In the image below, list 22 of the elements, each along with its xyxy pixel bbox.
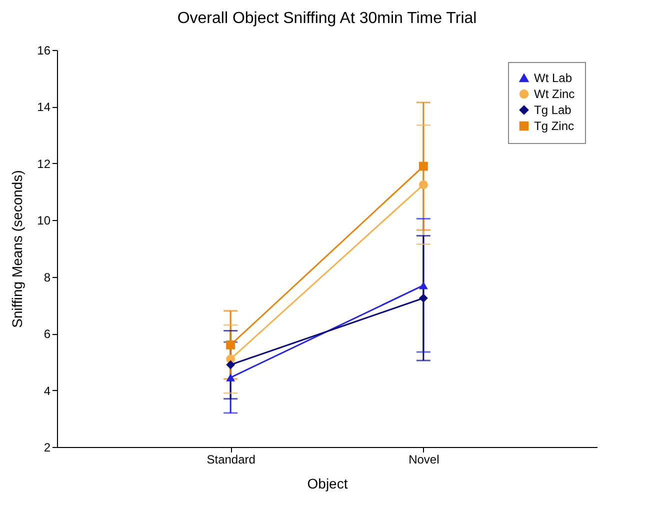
y-tick-label: 14 — [37, 100, 51, 114]
legend-label: Tg Lab — [534, 103, 572, 117]
legend-label: Tg Zinc — [534, 119, 574, 133]
y-tick-label: 8 — [44, 270, 51, 284]
point — [418, 294, 428, 303]
point — [418, 162, 428, 171]
legend-label: Wt Lab — [534, 71, 572, 85]
x-tick-label: Standard — [206, 452, 256, 466]
y-tick-label: 12 — [37, 156, 51, 171]
y-tick-label: 16 — [37, 44, 51, 58]
legend-label: Wt Zinc — [534, 87, 575, 101]
y-tick-label: 2 — [44, 440, 51, 454]
chart-title: Overall Object Sniffing At 30min Time Trial — [177, 10, 477, 27]
point — [226, 340, 236, 350]
x-axis-title: Object — [307, 476, 348, 492]
y-tick-label: 10 — [37, 214, 51, 228]
point — [226, 360, 236, 370]
point — [418, 180, 428, 190]
y-tick-label: 6 — [44, 327, 51, 342]
y-tick-label: 4 — [44, 384, 51, 398]
y-axis-title: Sniffing Means (seconds) — [9, 170, 26, 328]
x-tick-label: Novel — [408, 452, 440, 466]
